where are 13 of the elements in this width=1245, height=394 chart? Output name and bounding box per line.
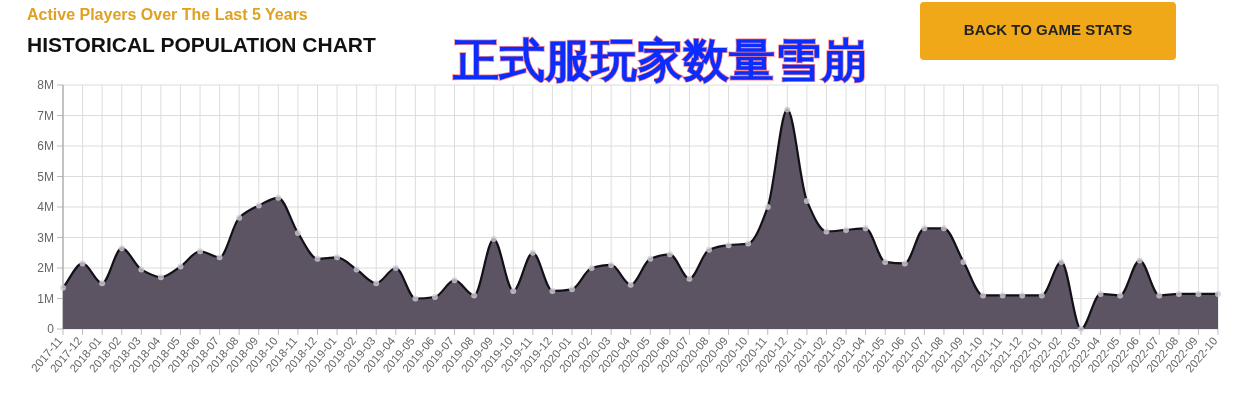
y-tick-label: 7M — [37, 108, 54, 123]
y-tick-label: 1M — [37, 291, 54, 306]
y-tick-label: 3M — [37, 230, 54, 245]
button-label: BACK TO GAME STATS — [963, 21, 1133, 38]
y-tick-label: 6M — [37, 139, 54, 153]
y-tick-label: 2M — [37, 261, 54, 275]
y-tick-label: 0 — [47, 322, 54, 336]
caption: 正式服玩家数量雪崩 — [453, 33, 867, 87]
y-tick-label: 5M — [37, 169, 54, 184]
title: HISTORICAL POPULATION CHART — [27, 33, 376, 56]
y-tick-label: 4M — [37, 200, 54, 214]
y-tick-label: 8M — [37, 78, 54, 92]
subtitle: Active Players Over The Last 5 Years — [27, 6, 308, 23]
